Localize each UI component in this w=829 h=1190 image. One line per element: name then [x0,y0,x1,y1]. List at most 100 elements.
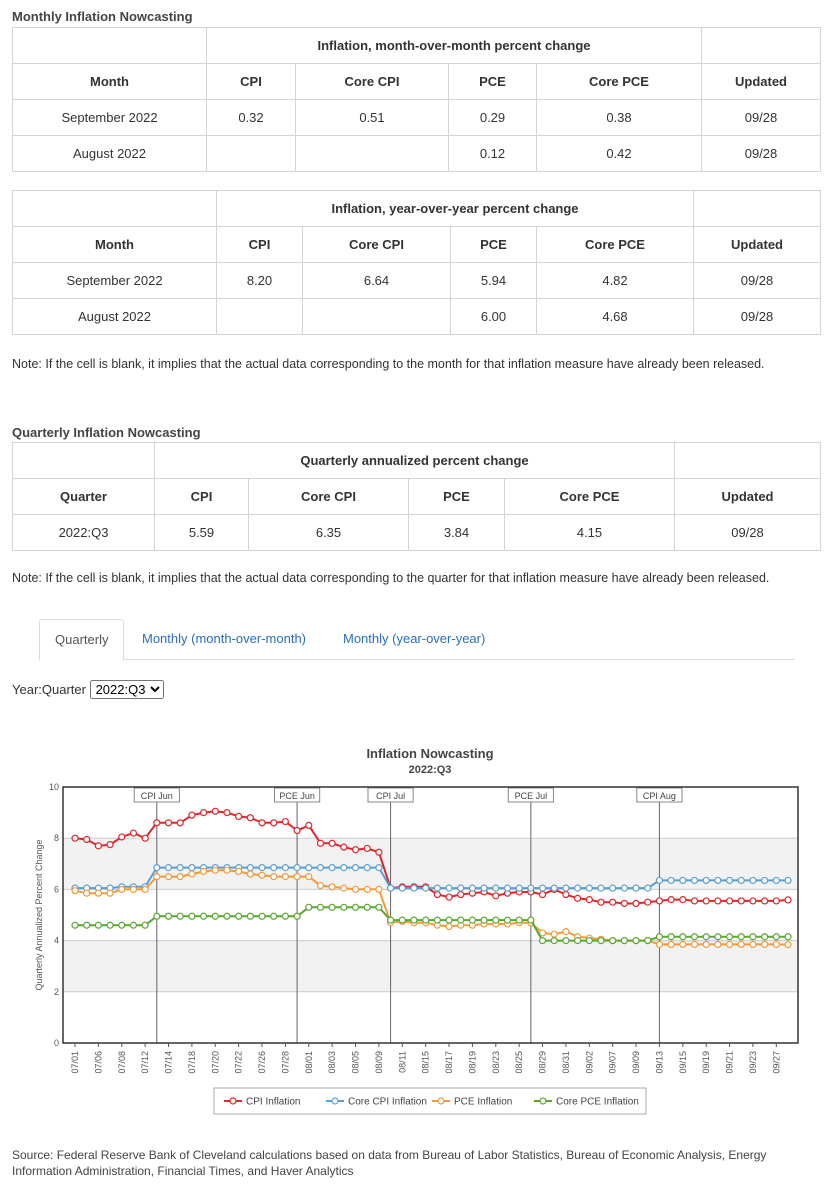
tab-quarterly[interactable]: Quarterly [39,619,125,661]
table-cell: August 2022 [12,135,207,172]
data-point [632,884,640,892]
data-point [83,835,91,844]
column-header: PCE [408,478,505,515]
column-header: Core PCE [536,226,694,263]
data-point [153,912,161,920]
x-tick-label: 08/23 [491,1051,501,1074]
x-tick-label: 09/15 [678,1051,688,1074]
data-point [445,916,453,924]
data-point [749,933,757,941]
data-point [690,940,699,949]
table-cell: September 2022 [12,262,217,299]
legend-item-label: PCE Inflation [454,1097,512,1108]
monthly-mom-table: Inflation, month-over-month percent chan… [12,27,821,172]
tab-monthly-mom[interactable]: Monthly (month-over-month) [142,631,306,646]
x-tick-label: 07/01 [70,1051,80,1074]
table-cell: 6.35 [248,514,409,551]
data-point [761,897,769,905]
data-point [106,921,114,929]
data-point [667,933,675,941]
table-cell: September 2022 [12,99,207,136]
data-point [515,884,523,892]
data-point [340,884,348,892]
table-cell: 5.59 [154,514,249,551]
data-point [363,903,371,911]
data-point [305,903,313,911]
data-point [118,921,126,929]
data-point [620,937,628,945]
chart-subtitle: 2022:Q3 [409,764,452,776]
table-caption: Quarterly annualized percent change [154,442,675,479]
data-point [94,842,102,850]
quarter-select[interactable]: 2022:Q3 [89,680,164,699]
table-cell: 6.00 [450,298,537,335]
data-point [199,867,208,876]
tab-monthly-yoy[interactable]: Monthly (year-over-year) [343,631,486,646]
y-tick-label: 10 [49,782,59,792]
data-point [445,884,453,892]
data-point [270,864,278,872]
release-marker-label: CPI Jul [376,791,405,801]
data-point [176,864,184,872]
data-point [235,812,243,821]
data-point [772,933,780,941]
data-point [761,933,769,941]
x-tick-label: 07/20 [210,1051,220,1074]
x-tick-label: 07/28 [280,1051,290,1074]
data-point [550,884,558,892]
table-caption: Inflation, year-over-year percent change [216,190,694,227]
data-point [410,884,418,892]
column-header: Month [12,63,207,100]
data-point [655,933,664,941]
column-header: Month [12,226,217,263]
x-tick-label: 08/17 [444,1051,454,1074]
data-point [679,876,687,885]
grid-band [63,838,798,890]
data-point [199,912,208,920]
data-point [784,876,792,885]
data-point [316,903,325,911]
data-point [141,921,149,929]
legend-item-label: Core CPI Inflation [348,1097,427,1108]
table-caption: Inflation, month-over-month percent chan… [206,27,702,64]
data-point [176,819,184,827]
data-point [328,864,336,872]
table-cell: 4.15 [504,514,675,551]
data-point [94,889,102,897]
data-point [679,933,687,941]
data-point [433,916,441,924]
legend-swatch-dot [539,1097,547,1105]
data-point [316,881,325,890]
data-point [293,873,301,881]
data-point [737,933,745,941]
table-cell: 3.84 [408,514,505,551]
quarter-selector-label: Year:Quarter [12,682,86,697]
data-point [737,897,745,905]
table-corner [12,27,207,64]
data-point [375,864,383,872]
data-point [211,912,219,920]
data-point [235,912,243,920]
data-point [328,839,336,847]
data-point [725,897,734,905]
column-header: Core PCE [536,63,702,100]
data-point [714,933,722,941]
table-cell: 2022:Q3 [12,514,155,551]
x-tick-label: 09/02 [584,1051,594,1074]
data-point [83,889,91,897]
x-tick-label: 08/29 [538,1051,548,1074]
data-point [667,876,675,885]
x-tick-label: 08/19 [467,1051,477,1074]
table-corner [701,27,821,64]
release-marker-box [133,787,180,803]
data-point [351,846,360,854]
data-point [94,921,102,929]
chart-title: Inflation Nowcasting [366,746,493,761]
data-point [515,916,523,924]
table-cell: 5.94 [450,262,537,299]
data-point [223,912,231,920]
monthly-yoy-table: Inflation, year-over-year percent change… [12,190,821,335]
data-point [281,864,289,872]
data-point [164,864,173,872]
data-point [620,899,628,908]
